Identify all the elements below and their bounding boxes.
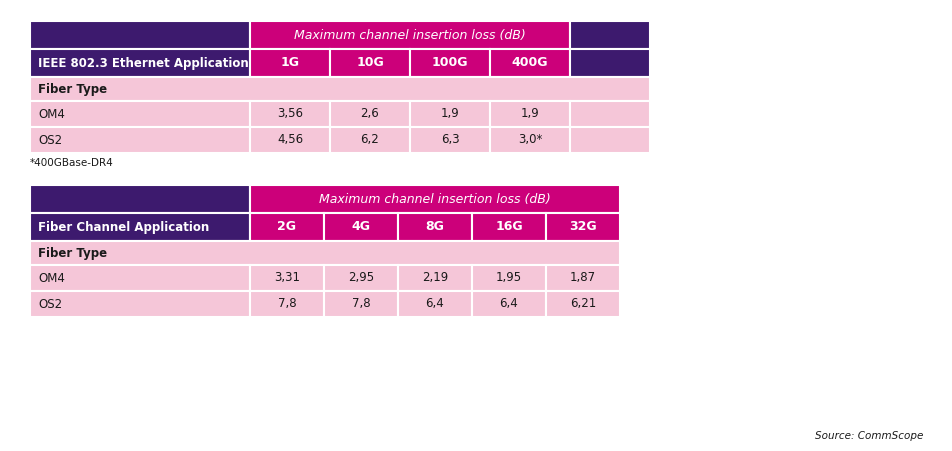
Text: 1,9: 1,9	[520, 107, 539, 120]
Text: 8G: 8G	[426, 221, 444, 234]
Bar	[249, 49, 329, 77]
Text: 2,95: 2,95	[347, 272, 374, 285]
Text: 2,6: 2,6	[360, 107, 379, 120]
Text: 6,4: 6,4	[499, 298, 518, 310]
Bar	[324, 265, 398, 291]
Bar	[249, 291, 324, 317]
Text: Fiber Channel Application: Fiber Channel Application	[38, 221, 209, 234]
Text: OS2: OS2	[38, 133, 62, 147]
Text: Maximum channel insertion loss (dB): Maximum channel insertion loss (dB)	[319, 193, 550, 206]
Bar	[249, 127, 329, 153]
Bar	[398, 213, 471, 241]
Bar	[249, 185, 620, 213]
Bar	[489, 127, 569, 153]
Bar	[329, 101, 409, 127]
Bar	[30, 101, 249, 127]
Bar	[409, 49, 489, 77]
Bar	[324, 291, 398, 317]
Text: 1,9: 1,9	[440, 107, 459, 120]
Bar	[409, 127, 489, 153]
Text: 32G: 32G	[568, 221, 596, 234]
Bar	[30, 265, 249, 291]
Bar	[471, 291, 545, 317]
Text: 16G: 16G	[495, 221, 523, 234]
Text: 100G: 100G	[431, 56, 467, 69]
Bar	[30, 127, 249, 153]
Bar	[30, 213, 249, 241]
Text: 6,3: 6,3	[440, 133, 459, 147]
Bar	[489, 101, 569, 127]
Bar	[489, 49, 569, 77]
Text: 6,4: 6,4	[426, 298, 444, 310]
Bar	[545, 265, 620, 291]
Bar	[249, 101, 329, 127]
Text: Maximum channel insertion loss (dB): Maximum channel insertion loss (dB)	[294, 28, 526, 41]
Bar	[30, 291, 249, 317]
Bar	[30, 77, 649, 101]
Text: 7,8: 7,8	[277, 298, 296, 310]
Text: Fiber Type: Fiber Type	[38, 247, 107, 259]
Text: 3,0*: 3,0*	[517, 133, 542, 147]
Bar	[569, 49, 649, 77]
Text: 1G: 1G	[280, 56, 299, 69]
Bar	[569, 101, 649, 127]
Text: 1,95: 1,95	[495, 272, 522, 285]
Text: OS2: OS2	[38, 298, 62, 310]
Bar	[409, 101, 489, 127]
Bar	[471, 265, 545, 291]
Text: 2G: 2G	[277, 221, 296, 234]
Text: *400GBase-DR4: *400GBase-DR4	[30, 158, 113, 168]
Bar	[569, 21, 649, 49]
Bar	[30, 185, 249, 213]
Text: 6,2: 6,2	[360, 133, 379, 147]
Bar	[249, 213, 324, 241]
Bar	[30, 241, 620, 265]
Text: 10G: 10G	[356, 56, 384, 69]
Bar	[324, 213, 398, 241]
Text: Fiber Type: Fiber Type	[38, 83, 107, 96]
Text: OM4: OM4	[38, 272, 65, 285]
Text: 4,56: 4,56	[277, 133, 303, 147]
Text: IEEE 802.3 Ethernet Application: IEEE 802.3 Ethernet Application	[38, 56, 248, 69]
Bar	[398, 265, 471, 291]
Text: 4G: 4G	[351, 221, 370, 234]
Text: 1,87: 1,87	[569, 272, 595, 285]
Bar	[30, 21, 249, 49]
Bar	[545, 213, 620, 241]
Bar	[30, 49, 249, 77]
Text: 7,8: 7,8	[351, 298, 370, 310]
Bar	[569, 127, 649, 153]
Bar	[545, 291, 620, 317]
Text: 6,21: 6,21	[569, 298, 596, 310]
Text: 3,31: 3,31	[274, 272, 300, 285]
Bar	[329, 49, 409, 77]
Bar	[398, 291, 471, 317]
Text: 2,19: 2,19	[422, 272, 447, 285]
Text: OM4: OM4	[38, 107, 65, 120]
Bar	[249, 21, 569, 49]
Bar	[471, 213, 545, 241]
Text: 3,56: 3,56	[277, 107, 303, 120]
Bar	[249, 265, 324, 291]
Text: 400G: 400G	[511, 56, 547, 69]
Bar	[329, 127, 409, 153]
Text: Source: CommScope: Source: CommScope	[814, 431, 922, 441]
